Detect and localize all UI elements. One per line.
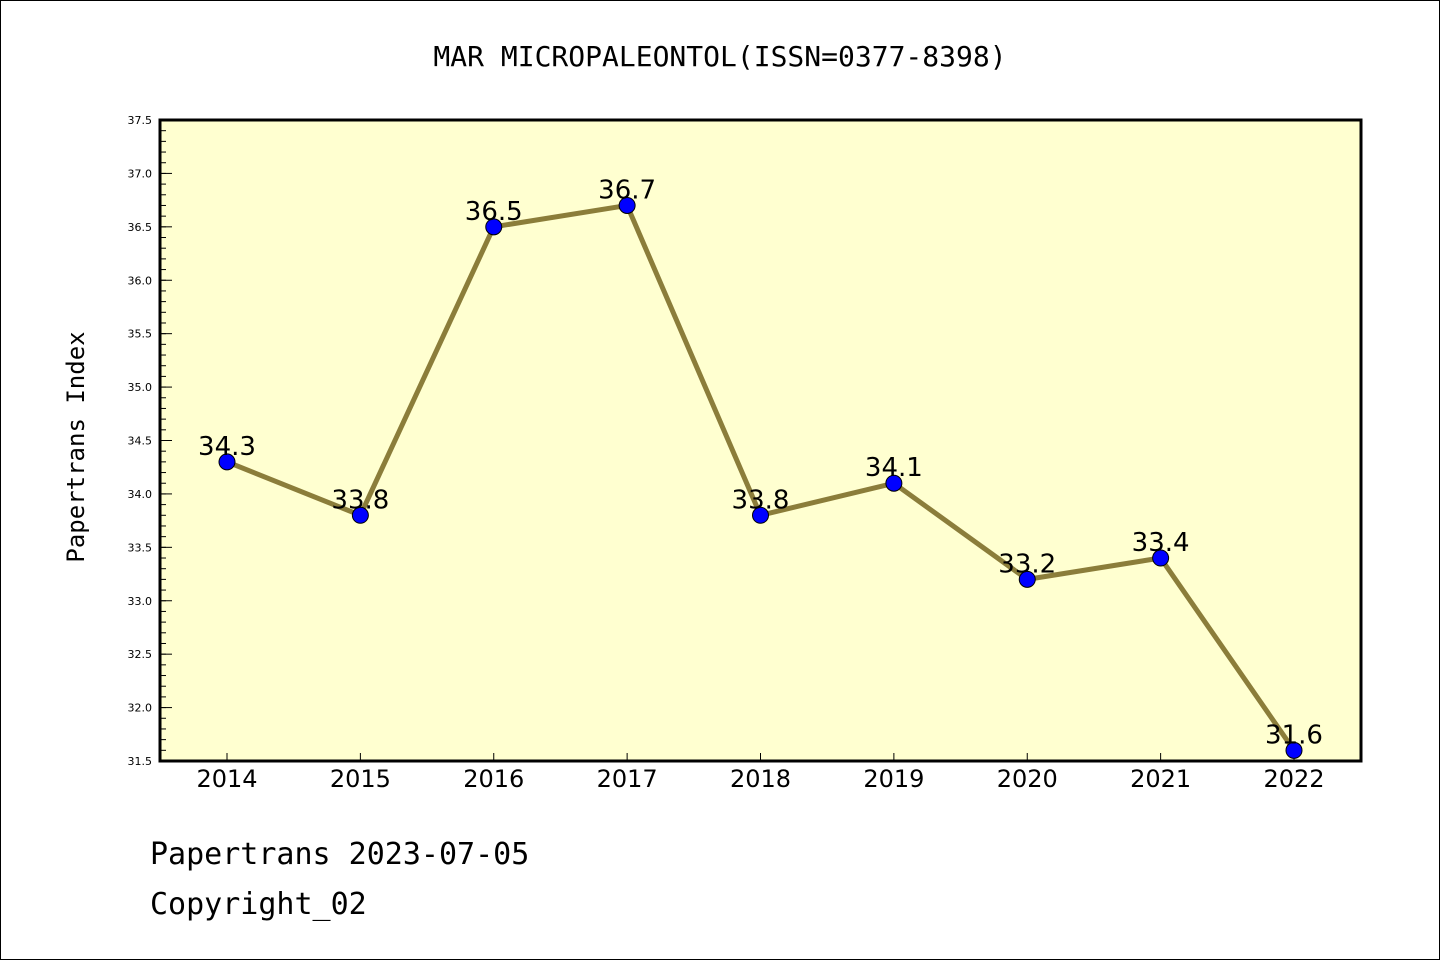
x-tick-label: 2015 bbox=[330, 765, 391, 793]
data-point-marker bbox=[618, 196, 636, 214]
y-tick-label: 35.5 bbox=[128, 328, 153, 341]
data-label: 36.7 bbox=[598, 175, 656, 205]
data-point-marker bbox=[752, 506, 769, 524]
y-tick-label: 33.0 bbox=[128, 595, 153, 608]
data-point-marker bbox=[351, 506, 369, 524]
y-tick-label: 32.0 bbox=[128, 702, 153, 715]
data-label: 36.5 bbox=[465, 197, 523, 227]
data-label: 31.6 bbox=[1265, 720, 1323, 750]
y-tick-label: 36.0 bbox=[128, 274, 153, 287]
x-tick-label: 2020 bbox=[997, 765, 1058, 793]
y-tick-label: 34.0 bbox=[128, 488, 153, 501]
data-point-marker bbox=[885, 474, 903, 492]
data-point-marker bbox=[218, 453, 236, 471]
y-axis-ticks: 31.5 32.0 32.5 33.0 33.5 34.0 34.5 35.0 35.5 36.0… bbox=[128, 114, 172, 768]
y-tick-label: 36.5 bbox=[128, 221, 153, 234]
marker-group bbox=[218, 196, 1303, 759]
x-tick-label: 2014 bbox=[196, 765, 257, 793]
data-point-marker bbox=[1152, 549, 1170, 567]
data-label: 33.2 bbox=[998, 549, 1056, 579]
data-label-group: 34.3 33.8 36.5 36.7 33.8 34.1 33.2 33.4 31.6 bbox=[198, 175, 1323, 750]
data-point-marker bbox=[1285, 741, 1303, 759]
chart-title: MAR MICROPALEONTOL(ISSN=0377-8398) bbox=[433, 40, 1006, 73]
x-tick-label: 2019 bbox=[863, 765, 924, 793]
footer-copyright: Copyright_02 bbox=[150, 887, 367, 922]
data-label: 34.3 bbox=[198, 432, 256, 462]
x-tick-label: 2017 bbox=[597, 765, 658, 793]
y-tick-label: 37.0 bbox=[128, 167, 153, 180]
data-label: 33.4 bbox=[1132, 528, 1190, 558]
y-tick-label: 33.5 bbox=[128, 541, 153, 554]
footer-date: Papertrans 2023-07-05 bbox=[150, 837, 529, 872]
x-tick-label: 2021 bbox=[1130, 765, 1191, 793]
y-tick-label: 37.5 bbox=[128, 114, 153, 127]
y-tick-label: 31.5 bbox=[128, 755, 153, 768]
x-tick-label: 2022 bbox=[1263, 765, 1324, 793]
x-tick-label: 2016 bbox=[463, 765, 524, 793]
y-tick-label: 34.5 bbox=[128, 435, 153, 448]
x-axis-ticks: 2014 2015 2016 2017 2018 2019 2020 2021 2022 bbox=[196, 753, 1325, 793]
x-tick-label: 2018 bbox=[730, 765, 791, 793]
y-tick-label: 32.5 bbox=[128, 648, 153, 661]
y-axis-label: Papertrans Index bbox=[62, 331, 90, 562]
data-point-marker bbox=[1018, 570, 1036, 588]
data-label: 33.8 bbox=[331, 485, 389, 515]
plot-area bbox=[158, 118, 1363, 763]
data-point-marker bbox=[485, 218, 503, 236]
data-label: 34.1 bbox=[865, 453, 923, 483]
data-label: 33.8 bbox=[732, 485, 790, 515]
y-tick-label: 35.0 bbox=[128, 381, 153, 394]
